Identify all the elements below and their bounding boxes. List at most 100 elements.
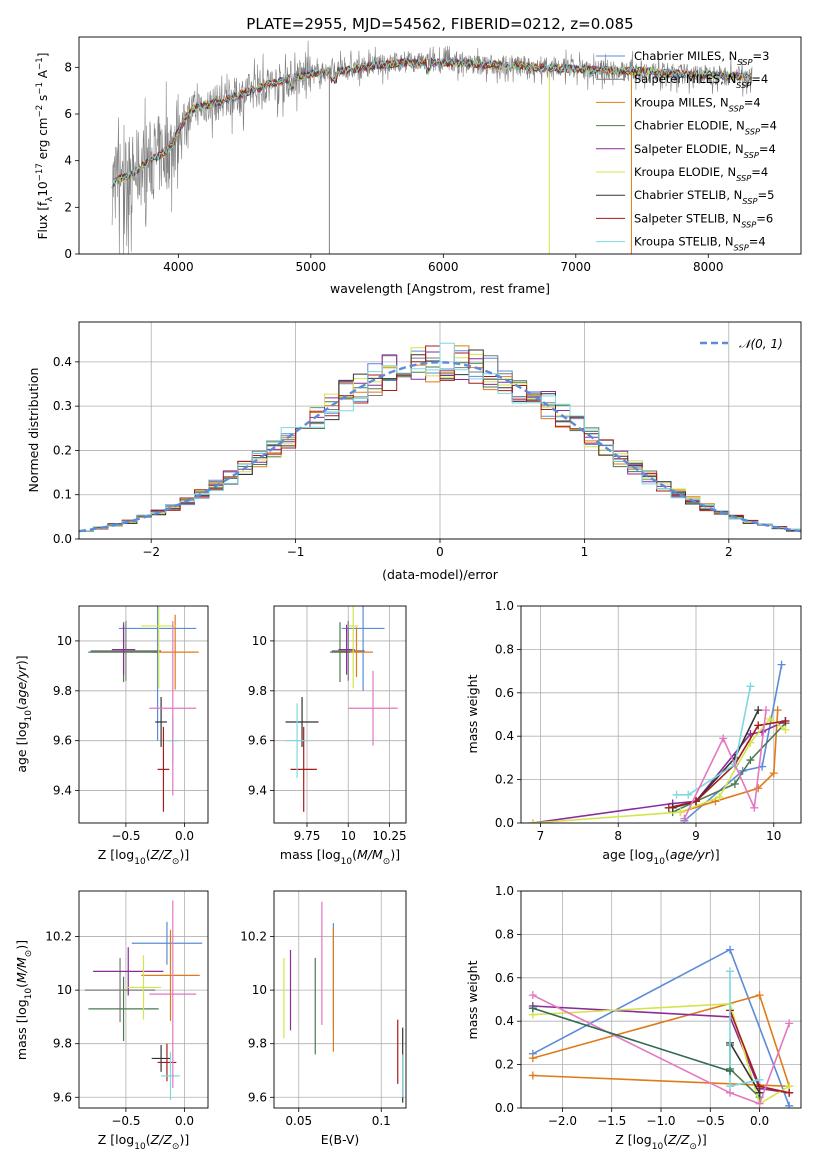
y-tick-label: 0.4 (53, 355, 72, 369)
error-point (155, 697, 167, 747)
plot-area (283, 901, 404, 1103)
label-part: A (36, 69, 50, 82)
x-axis-label: wavelength [Angstrom, rest frame] (330, 281, 550, 296)
label-part: ( (663, 1132, 668, 1147)
plus-marker (528, 1004, 537, 1013)
legend-label: Chabrier MILES, NSSP=3 (634, 49, 769, 67)
y-tick-label: 10 (57, 983, 72, 997)
x-tick-label: 4000 (163, 260, 194, 274)
label-part: −1 (35, 57, 45, 70)
error-point (90, 620, 162, 681)
y-tick-label: 0.2 (495, 773, 514, 787)
x-axis-label: Z [log10(Z/Z⊙)] (615, 1132, 706, 1152)
plus-marker (773, 706, 782, 715)
mass-weight-line (532, 720, 786, 823)
plus-marker (726, 967, 735, 976)
label-part: Chabrier MILES, N (634, 49, 737, 63)
error-point (331, 620, 365, 681)
plus-marker (726, 945, 735, 954)
plus-marker (715, 792, 724, 801)
label-part: ⊙ (383, 857, 391, 867)
plus-marker (684, 790, 693, 799)
plot-area (285, 606, 398, 812)
plus-marker (726, 1067, 735, 1076)
residual-histogram (79, 342, 801, 532)
y-tick-label: 9.4 (53, 784, 72, 798)
legend-label: Chabrier ELODIE, NSSP=4 (634, 119, 777, 137)
x-tick-label: −0.5 (696, 1114, 725, 1128)
axes-frame (78, 36, 802, 255)
label-part: Z/Z (150, 847, 173, 862)
plus-marker (754, 706, 763, 715)
x-tick-label: 0.05 (285, 1114, 312, 1128)
label-part: SSP (741, 219, 756, 229)
plus-marker (676, 808, 685, 817)
x-tick-label: 8000 (693, 260, 724, 274)
label-part: age/yr (670, 847, 711, 862)
y-tick-label: 0.6 (495, 686, 514, 700)
label-part: M/M (357, 847, 383, 862)
y-axis-label: mass weight (465, 960, 480, 1039)
label-part: )] (179, 1132, 189, 1147)
label-part: E(B-V) (321, 1132, 360, 1147)
x-axis-label: mass [log10(M/M⊙)] (280, 847, 400, 867)
y-tick-label: 0.8 (495, 642, 514, 656)
plus-marker (777, 660, 786, 669)
y-tick-label: 0.8 (495, 927, 514, 941)
label-part: Z [log (98, 847, 134, 862)
y-tick-label: 10 (57, 634, 72, 648)
plot-area (111, 40, 753, 254)
plot-area (79, 342, 801, 533)
mass-weight-line (532, 994, 790, 1105)
error-point (161, 1051, 180, 1100)
label-part: ⊙ (172, 1142, 180, 1152)
error-point (141, 606, 177, 689)
label-part: =4 (751, 165, 768, 179)
label-part: age [log (14, 721, 29, 772)
label-part: SSP (745, 127, 760, 137)
plus-marker (755, 1099, 764, 1108)
y-tick-label: 9.6 (53, 734, 72, 748)
mass-weight-line (532, 717, 786, 823)
y-tick-label: 9.6 (248, 1090, 267, 1104)
plus-marker (781, 717, 790, 726)
x-tick-label: 7000 (561, 260, 592, 274)
chart-spectrum: 4000 5000 6000 7000 8000 0 2 4 6 8 PLATE=2955, MJD… (35, 15, 802, 296)
x-tick-label: −1 (287, 545, 305, 559)
y-tick-label: 10 (252, 634, 267, 648)
legend-label: Kroupa MILES, NSSP=4 (634, 95, 761, 113)
label-part: Kroupa STELIB, N (634, 235, 734, 249)
y-tick-label: 0.2 (495, 1058, 514, 1072)
x-tick-label: 2 (725, 545, 733, 559)
label-part: age [log (602, 847, 653, 862)
plus-marker (755, 991, 764, 1000)
y-axis-label: Normed distribution (26, 368, 41, 493)
y-tick-label: 6 (64, 107, 72, 121)
mass-weight-line (683, 664, 783, 822)
label-part: 10 (341, 857, 353, 867)
y-tick-label: 9.8 (53, 1037, 72, 1051)
axes-frame (273, 890, 407, 1109)
error-point (290, 726, 317, 812)
label-part: Salpeter ELODIE, N (634, 142, 744, 156)
label-part: 10 (36, 181, 50, 196)
legend-label: Kroupa ELODIE, NSSP=4 (634, 165, 768, 183)
plus-marker (785, 1101, 794, 1108)
label-part: SSP (736, 80, 751, 90)
plus-marker (719, 734, 728, 743)
chart-massweight-vs-z: −2.0 −1.5 −1.0 −0.5 0.0 0.0 0.2 0.4 0.6 0.8 1.0 Z [… (465, 884, 802, 1152)
error-point (151, 614, 199, 690)
label-part: Z/Z (667, 1132, 690, 1147)
y-tick-label: 2 (64, 200, 72, 214)
error-point (348, 670, 398, 746)
y-tick-label: 0.0 (495, 1101, 514, 1115)
label-part: =4 (760, 119, 777, 133)
label-part: )] (710, 847, 720, 862)
label-part: Chabrier ELODIE, N (634, 119, 745, 133)
plus-marker (528, 1071, 537, 1080)
mass-weight-line (532, 994, 791, 1088)
label-part: −2 (35, 105, 45, 118)
